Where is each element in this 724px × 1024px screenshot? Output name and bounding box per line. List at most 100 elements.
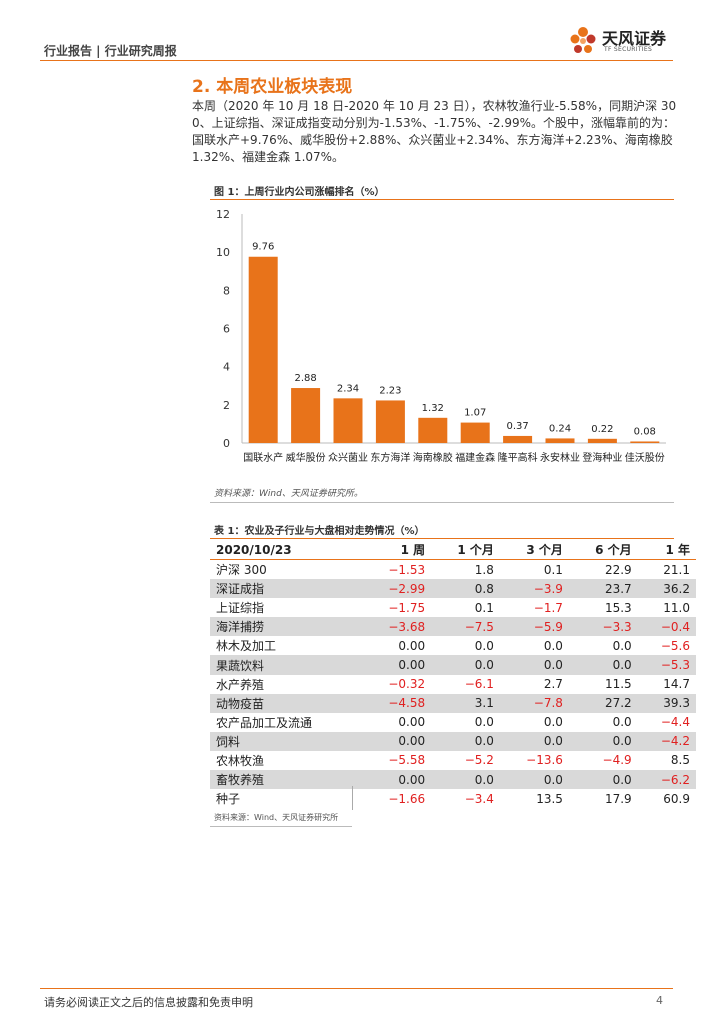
x-category-label: 威华股份 <box>286 451 326 464</box>
table-cell: −5.58 <box>388 753 426 768</box>
table-cell: 22.9 <box>604 562 632 577</box>
bar-value-label: 2.34 <box>337 383 359 394</box>
x-category-label: 隆平高科 <box>498 451 538 464</box>
table-row: 林木及加工 0.00 0.0 0.0 0.0 −5.6 <box>210 636 696 655</box>
table-row: 动物疫苗 −4.58 3.1 −7.8 27.2 39.3 <box>210 693 696 713</box>
table-cell: −4.58 <box>362 693 432 713</box>
table-cell: 0.8 <box>431 579 500 599</box>
row-label: 农林牧渔 <box>216 753 265 768</box>
table-header-cell: 2020/10/23 <box>210 540 362 560</box>
x-category-label: 海南橡胶 <box>413 451 453 464</box>
table-row: 沪深 300 −1.53 1.8 0.1 22.9 21.1 <box>210 560 696 580</box>
x-category-label: 永安林业 <box>540 451 580 464</box>
report-header: 行业报告 | 行业研究周报 <box>44 44 177 58</box>
table-top-rule <box>210 538 674 539</box>
table-cell: 0.0 <box>499 731 569 751</box>
figure-source: 资料来源：Wind、天风证券研究所。 <box>214 489 363 499</box>
bar-隆平高科 <box>503 435 533 443</box>
table-cell: 36.2 <box>637 579 696 599</box>
table-cell: −5.3 <box>637 655 696 675</box>
table-cell: −4.2 <box>637 731 696 751</box>
bar-国联水产 <box>248 256 278 443</box>
bar-东方海洋 <box>375 400 405 443</box>
table-row: 海洋捕捞 −3.68 −7.5 −5.9 −3.3 −0.4 <box>210 617 696 637</box>
table-cell: −7.8 <box>499 693 569 713</box>
bar-value-label: 0.24 <box>549 423 571 434</box>
table-cell: 0.00 <box>398 638 426 653</box>
table-cell: 39.3 <box>637 693 696 713</box>
bar-value-label: 0.22 <box>591 424 613 435</box>
footer-divider <box>40 988 673 989</box>
table-header-cell: 6 个月 <box>568 540 638 560</box>
table-row: 饲料 0.00 0.0 0.0 0.0 −4.2 <box>210 731 696 751</box>
x-category-label: 众兴菌业 <box>328 452 368 464</box>
table-header-cell: 1 个月 <box>431 540 500 560</box>
logo-text-cn: 天风证券 <box>602 29 667 48</box>
table-bottom-rule <box>210 826 352 827</box>
bar-value-label: 1.07 <box>464 408 486 419</box>
y-tick-label: 4 <box>223 361 230 374</box>
table-row: 种子 −1.66 −3.4 13.5 17.9 60.9 <box>210 789 696 808</box>
table-source: 资料来源：Wind、天风证券研究所 <box>214 813 339 822</box>
table-cell: 0.0 <box>431 655 500 675</box>
header-divider <box>40 60 673 61</box>
table-cell: −1.53 <box>388 562 426 577</box>
x-category-label: 东方海洋 <box>370 451 410 464</box>
bar-永安林业 <box>545 438 575 443</box>
table-title: 表 1：农业及子行业与大盘相对走势情况（%） <box>214 526 425 537</box>
company-logo: 天风证券 TF SECURITIES <box>566 22 672 60</box>
table-cell: 17.9 <box>604 791 632 806</box>
section-title: 2. 本周农业板块表现 <box>192 77 353 97</box>
table-cell: 11.5 <box>604 677 632 692</box>
bar-威华股份 <box>291 388 321 443</box>
table-cell: 0.0 <box>612 715 632 730</box>
row-label: 林木及加工 <box>216 639 277 654</box>
table-cell: 23.7 <box>568 579 638 599</box>
table-cell: −5.6 <box>660 638 690 653</box>
figure-title: 图 1：上周行业内公司涨幅排名（%） <box>214 187 385 198</box>
table-cell: 0.0 <box>568 655 638 675</box>
table-cell: 0.0 <box>612 638 632 653</box>
table-cell: −13.6 <box>526 753 563 768</box>
bar-众兴菌业 <box>333 398 363 443</box>
table-cell: 0.00 <box>362 770 432 790</box>
table-cell: 0.00 <box>398 715 426 730</box>
table-row: 水产养殖 −0.32 −6.1 2.7 11.5 14.7 <box>210 675 696 694</box>
bar-value-label: 0.08 <box>634 426 656 437</box>
bar-chart: 0 2 4 6 8 10 12 9.76 国联水产 2.88 威华股份 2.34 众兴菌业 2.23 东方海… <box>216 208 666 464</box>
table-cell: 0.0 <box>431 731 500 751</box>
table-cell: −4.4 <box>660 715 690 730</box>
table-cell: −5.9 <box>499 617 569 637</box>
table-cell: 0.0 <box>568 731 638 751</box>
bar-佳沃股份 <box>630 441 660 443</box>
row-label: 动物疫苗 <box>210 693 362 713</box>
y-tick-label: 6 <box>223 323 230 336</box>
bar-value-label: 2.88 <box>294 373 316 384</box>
y-tick-label: 2 <box>223 399 230 412</box>
table-cell: 0.1 <box>543 562 563 577</box>
table-cell: −2.99 <box>362 579 432 599</box>
row-label: 饲料 <box>210 731 362 751</box>
table-row: 农林牧渔 −5.58 −5.2 −13.6 −4.9 8.5 <box>210 751 696 770</box>
x-category-label: 国联水产 <box>243 451 283 464</box>
table-cell: −1.75 <box>388 600 426 615</box>
logo-text-en: TF SECURITIES <box>604 46 653 53</box>
table-cell: 0.0 <box>568 770 638 790</box>
y-tick-label: 12 <box>216 208 230 221</box>
bar-value-label: 2.23 <box>379 385 401 396</box>
table-cell: 8.5 <box>670 753 690 768</box>
table-cell: −6.2 <box>637 770 696 790</box>
row-label: 海洋捕捞 <box>210 617 362 637</box>
table-cell: −0.32 <box>388 677 426 692</box>
table-divider <box>352 786 353 810</box>
table-cell: 0.0 <box>474 638 494 653</box>
table-cell: 27.2 <box>568 693 638 713</box>
bar-value-label: 9.76 <box>252 242 274 253</box>
table-cell: 0.0 <box>474 715 494 730</box>
row-label: 种子 <box>216 792 241 807</box>
table-cell: −3.9 <box>499 579 569 599</box>
table-cell: −5.2 <box>464 753 494 768</box>
x-category-label: 福建金森 <box>455 451 495 464</box>
